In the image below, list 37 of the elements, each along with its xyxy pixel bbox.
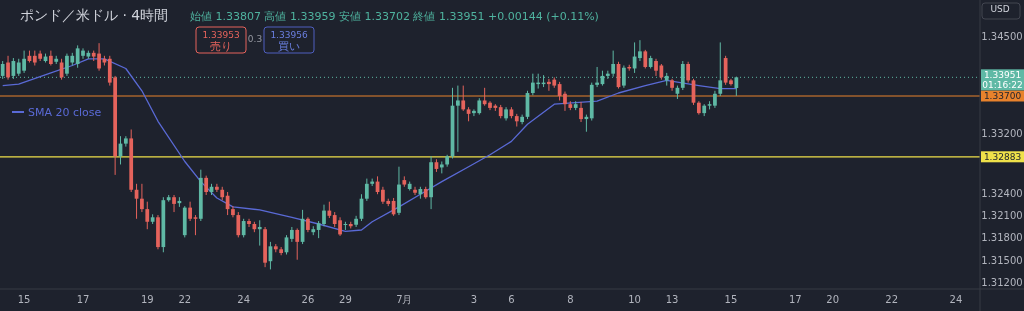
ref-line-label: 1.32883 <box>983 151 1022 162</box>
annotation: 売り <box>210 40 232 53</box>
x-tick-label: 24 <box>949 294 963 305</box>
x-tick-label: 7月 <box>396 294 413 305</box>
x-tick-label: 6 <box>508 294 515 305</box>
x-tick-label: 20 <box>826 294 840 305</box>
annotation: 0.3 <box>247 34 263 44</box>
x-tick-label: 17 <box>788 294 802 305</box>
ref-line-label: 1.33700 <box>983 91 1022 101</box>
y-tick-label: 1.31800 <box>981 232 1023 244</box>
x-tick-label: 26 <box>301 294 315 305</box>
legend-label: SMA 20 close <box>28 106 102 119</box>
y-tick-label: 1.31500 <box>981 254 1023 266</box>
annotation: 買い <box>278 40 300 53</box>
y-tick-label: 1.31200 <box>981 277 1023 289</box>
x-tick-label: 29 <box>339 294 352 305</box>
y-tick-label: 1.33200 <box>981 128 1023 140</box>
ref-line-label: 1.33951 01:16:22 <box>982 69 1023 90</box>
x-tick-label: 15 <box>17 294 31 305</box>
x-tick-label: 19 <box>140 294 154 305</box>
x-tick-label: 8 <box>567 294 574 305</box>
text: USD <box>990 4 1010 14</box>
x-tick-label: 10 <box>628 294 641 305</box>
x-tick-label: 17 <box>76 294 90 305</box>
x-tick-label: 24 <box>237 294 251 305</box>
annotation: 1.33953 <box>202 30 240 40</box>
x-tick-label: 22 <box>178 294 192 305</box>
x-tick-label: 13 <box>665 294 679 305</box>
text: ポンド／米ドル · 4時間 <box>20 7 169 23</box>
x-tick-label: 22 <box>885 294 899 305</box>
y-tick-label: 1.32400 <box>981 187 1023 199</box>
y-tick-label: 1.34500 <box>981 31 1023 43</box>
y-tick-label: 1.32100 <box>981 210 1023 222</box>
x-tick-label: 3 <box>470 294 478 305</box>
x-tick-label: 15 <box>724 294 738 305</box>
text: 始値 1.33807 高値 1.33959 安値 1.33702 終値 1.33951 +0.00144 (+0.11%) <box>190 10 599 23</box>
annotation: 1.33956 <box>270 30 308 40</box>
